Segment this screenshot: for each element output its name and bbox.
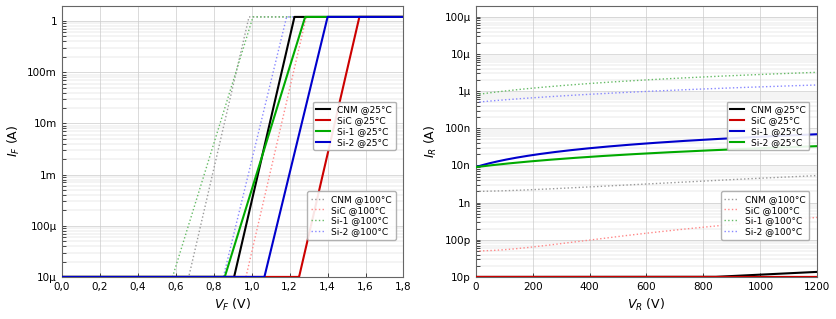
Y-axis label: $I_R$ (A): $I_R$ (A) — [423, 125, 439, 158]
Y-axis label: $I_F$ (A): $I_F$ (A) — [6, 125, 22, 157]
Legend: CNM @100°C, SiC @100°C, Si-1 @100°C, Si-2 @100°C: CNM @100°C, SiC @100°C, Si-1 @100°C, Si-… — [307, 191, 395, 240]
X-axis label: $V_F$ (V): $V_F$ (V) — [214, 297, 252, 314]
X-axis label: $V_R$ (V): $V_R$ (V) — [627, 297, 665, 314]
Legend: CNM @100°C, SiC @100°C, Si-1 @100°C, Si-2 @100°C: CNM @100°C, SiC @100°C, Si-1 @100°C, Si-… — [721, 191, 809, 240]
